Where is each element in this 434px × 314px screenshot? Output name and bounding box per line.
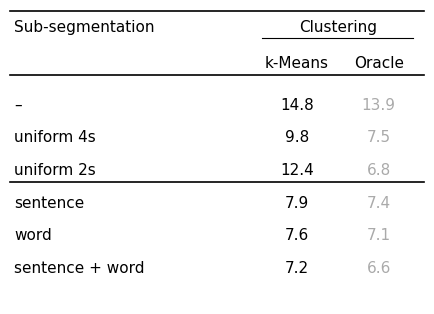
Text: sentence: sentence <box>14 196 85 211</box>
Text: 7.6: 7.6 <box>285 228 309 243</box>
Text: 14.8: 14.8 <box>280 98 314 112</box>
Text: uniform 4s: uniform 4s <box>14 130 96 145</box>
Text: Sub-segmentation: Sub-segmentation <box>14 20 155 35</box>
Text: 12.4: 12.4 <box>280 163 314 178</box>
Text: word: word <box>14 228 52 243</box>
Text: k-Means: k-Means <box>265 56 329 71</box>
Text: 7.2: 7.2 <box>285 261 309 276</box>
Text: 6.6: 6.6 <box>367 261 391 276</box>
Text: Oracle: Oracle <box>354 56 404 71</box>
Text: sentence + word: sentence + word <box>14 261 145 276</box>
Text: 9.8: 9.8 <box>285 130 309 145</box>
Text: uniform 2s: uniform 2s <box>14 163 96 178</box>
Text: 7.5: 7.5 <box>367 130 391 145</box>
Text: 6.8: 6.8 <box>367 163 391 178</box>
Text: 13.9: 13.9 <box>362 98 396 112</box>
Text: 7.1: 7.1 <box>367 228 391 243</box>
Text: 7.9: 7.9 <box>285 196 309 211</box>
Text: –: – <box>14 98 22 112</box>
Text: Clustering: Clustering <box>299 20 377 35</box>
Text: 7.4: 7.4 <box>367 196 391 211</box>
